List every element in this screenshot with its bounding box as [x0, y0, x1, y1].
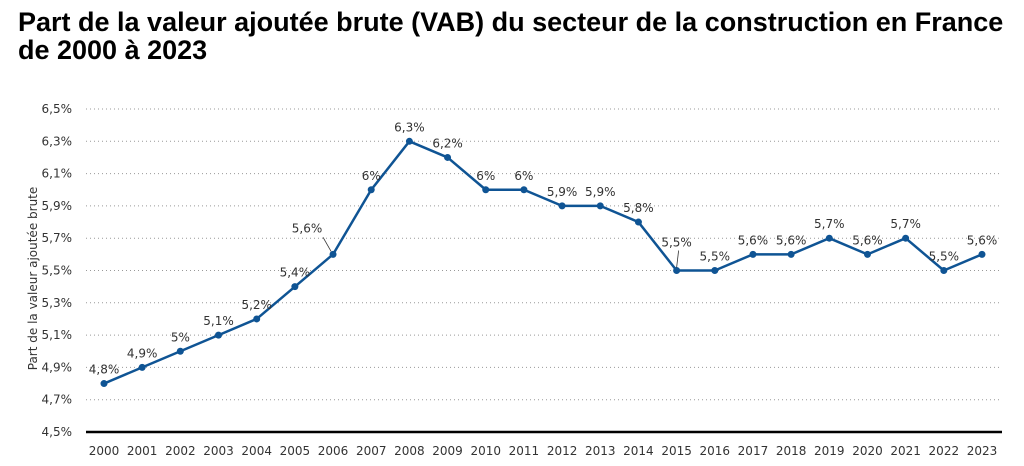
y-tick-label: 6,1% [42, 167, 73, 181]
data-label: 5,6% [292, 221, 323, 235]
data-label: 5,1% [203, 314, 234, 328]
x-tick-label: 2008 [394, 444, 425, 458]
data-label: 5,9% [585, 185, 616, 199]
data-point [673, 267, 681, 274]
data-label: 5,7% [814, 217, 845, 231]
data-point [367, 186, 375, 194]
data-point [444, 153, 452, 161]
data-point [253, 315, 261, 323]
x-tick-label: 2007 [356, 444, 387, 458]
data-label: 5,6% [967, 233, 998, 247]
data-label: 6,3% [394, 120, 425, 134]
y-tick-label: 5,7% [42, 231, 73, 245]
label-leader-line [322, 237, 332, 252]
data-line [103, 140, 983, 385]
x-tick-label: 2005 [280, 444, 311, 458]
x-tick-label: 2000 [89, 444, 120, 458]
data-point [215, 331, 223, 339]
y-tick-label: 4,9% [42, 360, 73, 374]
data-point [787, 250, 795, 258]
x-tick-label: 2012 [547, 444, 578, 458]
x-tick-label: 2013 [585, 444, 616, 458]
y-tick-label: 5,5% [42, 264, 73, 278]
x-tick-label: 2001 [127, 444, 158, 458]
x-tick-label: 2004 [241, 444, 272, 458]
data-point [329, 250, 337, 258]
data-point [749, 250, 757, 258]
x-tick-label: 2021 [890, 444, 921, 458]
data-label: 4,8% [89, 363, 120, 377]
x-tick-label: 2003 [203, 444, 234, 458]
data-label: 5,7% [890, 217, 921, 231]
data-label: 6% [476, 169, 495, 183]
x-tick-label: 2019 [814, 444, 845, 458]
data-point [100, 380, 108, 388]
data-point [978, 250, 986, 258]
y-tick-label: 5,3% [42, 296, 73, 310]
y-tick-label: 6,5% [42, 102, 73, 116]
data-label: 5% [171, 330, 190, 344]
data-label: 6% [514, 169, 533, 183]
data-label: 5,5% [661, 236, 692, 250]
data-point [825, 234, 833, 242]
data-label: 6% [362, 169, 381, 183]
x-tick-label: 2011 [509, 444, 540, 458]
x-tick-label: 2010 [470, 444, 501, 458]
data-point [940, 267, 948, 274]
chart-title: Part de la valeur ajoutée brute (VAB) du… [18, 7, 1004, 65]
data-label: 5,5% [929, 250, 960, 264]
x-tick-label: 2009 [432, 444, 463, 458]
data-point [634, 218, 642, 226]
x-tick-label: 2022 [929, 444, 960, 458]
x-tick-label: 2014 [623, 444, 654, 458]
data-point [138, 363, 146, 371]
label-leader-line [676, 250, 680, 268]
data-label: 5,6% [738, 233, 769, 247]
data-point [863, 250, 871, 258]
y-tick-label: 5,1% [42, 328, 73, 342]
data-point [405, 137, 413, 145]
x-tick-label: 2006 [318, 444, 349, 458]
x-tick-label: 2002 [165, 444, 196, 458]
data-point [558, 202, 566, 210]
y-tick-label: 4,7% [42, 393, 73, 407]
y-tick-label: 4,5% [42, 425, 73, 439]
data-point [291, 283, 299, 291]
data-label: 5,4% [280, 266, 311, 280]
data-point [711, 267, 719, 274]
data-label: 6,2% [432, 136, 463, 150]
data-label: 5,2% [241, 298, 272, 312]
x-tick-label: 2015 [661, 444, 692, 458]
y-axis-label: Part de la valeur ajoutée brute [26, 187, 40, 371]
data-label: 4,9% [127, 346, 158, 360]
data-label: 5,8% [623, 201, 654, 215]
x-tick-label: 2017 [738, 444, 769, 458]
data-label: 5,6% [852, 233, 883, 247]
x-tick-label: 2020 [852, 444, 883, 458]
data-point [520, 186, 528, 194]
x-tick-label: 2016 [700, 444, 731, 458]
y-tick-label: 6,3% [42, 134, 73, 148]
data-point [482, 186, 490, 194]
data-point [176, 347, 184, 355]
data-label: 5,9% [547, 185, 578, 199]
data-label: 5,6% [776, 233, 807, 247]
data-point [596, 202, 604, 210]
data-label: 5,5% [700, 250, 731, 264]
data-point [902, 234, 910, 242]
y-tick-label: 5,9% [42, 199, 73, 213]
x-tick-label: 2023 [967, 444, 998, 458]
x-tick-label: 2018 [776, 444, 807, 458]
